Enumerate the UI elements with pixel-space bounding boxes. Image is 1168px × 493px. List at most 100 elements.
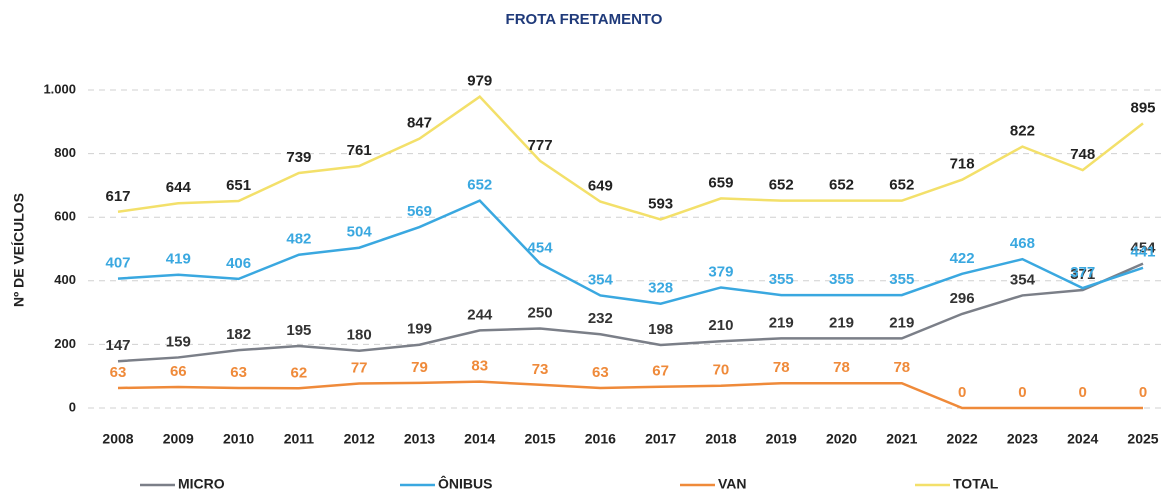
data-label: 379	[708, 263, 733, 280]
data-label: 62	[291, 364, 308, 381]
legend-label: TOTAL	[953, 476, 999, 492]
data-label: 441	[1130, 244, 1155, 261]
data-label: 232	[588, 310, 613, 327]
data-label: 617	[105, 188, 130, 205]
data-label: 355	[769, 271, 794, 288]
data-label: 569	[407, 203, 432, 220]
data-label: 63	[592, 364, 609, 381]
data-label: 355	[889, 271, 914, 288]
data-label: 422	[950, 250, 975, 267]
data-label: 0	[958, 384, 966, 401]
data-label: 147	[105, 337, 130, 354]
x-tick-label: 2017	[645, 431, 676, 447]
data-label: 0	[1139, 384, 1147, 401]
legend-label: VAN	[718, 476, 747, 492]
y-axis-label: Nº DE VEÍCULOS	[11, 193, 27, 307]
x-tick-label: 2015	[524, 431, 555, 447]
data-label: 83	[471, 358, 488, 375]
x-tick-label: 2018	[705, 431, 736, 447]
data-label: 78	[773, 359, 790, 376]
data-label: 482	[286, 231, 311, 248]
x-tick-label: 2025	[1127, 431, 1158, 447]
data-label: 979	[467, 73, 492, 90]
data-label: 644	[166, 179, 192, 196]
data-label: 199	[407, 321, 432, 338]
data-label: 377	[1070, 264, 1095, 281]
y-tick-label: 400	[54, 272, 76, 287]
data-label: 250	[528, 304, 553, 321]
data-label: 0	[1018, 384, 1026, 401]
data-label: 78	[833, 359, 850, 376]
series-line	[117, 199, 1144, 305]
data-label: 328	[648, 280, 673, 297]
data-label: 593	[648, 195, 673, 212]
data-label: 219	[769, 314, 794, 331]
data-label: 296	[950, 290, 975, 307]
x-tick-label: 2019	[766, 431, 797, 447]
x-tick-label: 2009	[163, 431, 194, 447]
data-label: 659	[708, 174, 733, 191]
data-label: 244	[467, 306, 493, 323]
series-line	[117, 95, 1144, 221]
data-label: 652	[829, 177, 854, 194]
data-label: 504	[347, 224, 373, 241]
data-label: 649	[588, 178, 613, 195]
x-tick-label: 2011	[284, 431, 315, 447]
x-tick-label: 2023	[1007, 431, 1038, 447]
data-label: 0	[1079, 384, 1087, 401]
data-label: 651	[226, 177, 251, 194]
data-label: 219	[829, 314, 854, 331]
x-tick-label: 2022	[947, 431, 978, 447]
data-label: 652	[889, 177, 914, 194]
data-label: 652	[467, 177, 492, 194]
data-label: 78	[893, 359, 910, 376]
data-label: 354	[1010, 271, 1036, 288]
data-label: 454	[1130, 240, 1156, 257]
data-label: 354	[588, 271, 614, 288]
data-label: 822	[1010, 123, 1035, 140]
data-label: 419	[166, 251, 191, 268]
data-label: 895	[1130, 99, 1155, 116]
data-label: 406	[226, 255, 251, 272]
legend-label: ÔNIBUS	[438, 475, 492, 492]
data-label: 67	[652, 363, 669, 380]
data-label: 847	[407, 115, 432, 132]
data-label: 70	[713, 362, 730, 379]
x-tick-label: 2014	[464, 431, 495, 447]
data-label: 748	[1070, 146, 1095, 163]
data-label: 182	[226, 326, 251, 343]
x-tick-label: 2020	[826, 431, 857, 447]
data-label: 219	[889, 314, 914, 331]
x-tick-label: 2021	[886, 431, 917, 447]
data-label: 210	[708, 317, 733, 334]
x-tick-label: 2016	[585, 431, 616, 447]
data-label: 355	[829, 271, 854, 288]
x-tick-label: 2008	[102, 431, 133, 447]
data-label: 63	[110, 364, 127, 381]
data-label: 77	[351, 359, 368, 376]
y-tick-label: 1.000	[43, 81, 76, 96]
x-tick-label: 2013	[404, 431, 435, 447]
y-tick-label: 200	[54, 336, 76, 351]
data-label: 718	[950, 156, 975, 173]
data-label: 407	[105, 255, 130, 272]
data-label: 198	[648, 321, 673, 338]
data-label: 63	[230, 364, 247, 381]
data-label: 195	[286, 322, 311, 339]
series-line	[117, 262, 1144, 363]
x-tick-label: 2012	[344, 431, 375, 447]
data-label: 79	[411, 359, 428, 376]
y-tick-label: 0	[69, 399, 76, 414]
y-tick-label: 800	[54, 145, 76, 160]
data-label: 761	[347, 142, 372, 159]
legend-label: MICRO	[178, 476, 225, 492]
data-label: 159	[166, 333, 191, 350]
series-line	[117, 380, 1143, 410]
data-label: 371	[1070, 266, 1095, 283]
y-tick-label: 600	[54, 209, 76, 224]
data-label: 454	[528, 240, 554, 257]
data-label: 468	[1010, 235, 1035, 252]
x-tick-label: 2024	[1067, 431, 1098, 447]
data-label: 73	[532, 361, 549, 378]
